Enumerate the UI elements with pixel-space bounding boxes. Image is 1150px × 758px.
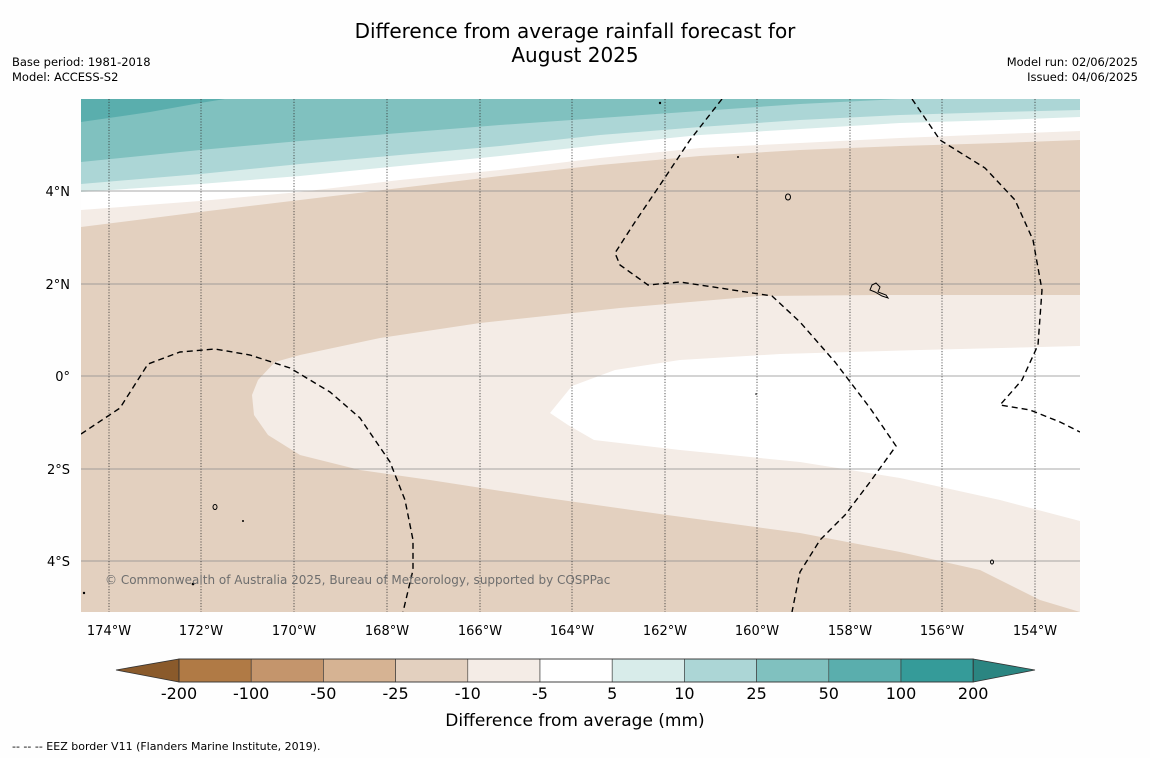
islands <box>212 193 994 565</box>
colorbar-high-arrow <box>972 658 1036 683</box>
anomaly-fill-near-zero <box>550 346 1080 521</box>
lat-label-2s: 2°S <box>47 463 70 478</box>
colorbar-segment <box>323 658 396 683</box>
lon-label-174w: 174°W <box>87 624 131 639</box>
eez-border-west <box>81 348 414 612</box>
rainfall-map: © Commonwealth of Australia 2025, Bureau… <box>46 99 1080 731</box>
copyright-text: © Commonwealth of Australia 2025, Bureau… <box>105 573 610 587</box>
colorbar-segment <box>611 658 685 683</box>
meta-left: Base period: 1981-2018 Model: ACCESS-S2 <box>12 55 151 85</box>
lon-label-158w: 158°W <box>828 624 872 639</box>
colorbar-tick: 50 <box>819 684 839 703</box>
base-period: Base period: 1981-2018 <box>12 55 151 69</box>
colorbar-tick: 10 <box>674 684 694 703</box>
longitude-labels: 174°W 172°W 170°W 168°W 166°W 164°W 162°… <box>87 624 1057 639</box>
model-run: Model run: 02/06/2025 <box>1006 55 1138 69</box>
map-title-line2: August 2025 <box>511 43 639 67</box>
colorbar-segment <box>178 658 252 683</box>
colorbar-low-arrow <box>115 658 180 683</box>
colorbar-segment <box>539 658 613 683</box>
colorbar-tick: 200 <box>958 684 989 703</box>
lon-label-164w: 164°W <box>550 624 594 639</box>
colorbar-tick: -100 <box>233 684 269 703</box>
anomaly-fill-north-50 <box>81 99 225 122</box>
colorbar-tick: -5 <box>532 684 548 703</box>
lon-label-160w: 160°W <box>735 624 779 639</box>
lat-label-4n: 4°N <box>46 185 71 200</box>
lon-label-166w: 166°W <box>458 624 502 639</box>
colorbar-tick: -50 <box>310 684 336 703</box>
colorbar-tick: -200 <box>161 684 197 703</box>
eez-border-east <box>911 99 1080 433</box>
island-small-east <box>990 559 994 565</box>
map-field: © Commonwealth of Australia 2025, Bureau… <box>81 99 1080 612</box>
colorbar-segment <box>467 658 541 683</box>
meta-right: Model run: 02/06/2025 Issued: 04/06/2025 <box>1007 55 1138 85</box>
colorbar-tick: 100 <box>886 684 917 703</box>
lon-label-156w: 156°W <box>920 624 964 639</box>
eez-border-central <box>614 99 897 612</box>
colorbar-segment <box>756 658 830 683</box>
eez-footnote: -- -- -- EEZ border V11 (Flanders Marine… <box>12 740 321 753</box>
colorbar-segment <box>900 658 974 683</box>
island-kiritimati <box>869 282 890 299</box>
lat-label-2n: 2°N <box>46 278 71 293</box>
colorbar-title: Difference from average (mm) <box>445 711 704 731</box>
colorbar-segment <box>828 658 902 683</box>
colorbar-tick: -25 <box>383 684 409 703</box>
lon-label-170w: 170°W <box>272 624 316 639</box>
island-small-west <box>212 504 218 510</box>
island-north <box>785 193 791 201</box>
anomaly-fill-north-25 <box>81 99 900 162</box>
island-dots <box>82 101 757 595</box>
eez-borders <box>81 99 1080 612</box>
lon-label-162w: 162°W <box>643 624 687 639</box>
colorbar-tick: 5 <box>607 684 617 703</box>
colorbar-segment <box>684 658 757 683</box>
latitude-labels: 4°N 2°N 0° 2°S 4°S <box>46 185 71 570</box>
map-title: Difference from average rainfall forecas… <box>0 19 1150 67</box>
model-name: Model: ACCESS-S2 <box>12 70 119 84</box>
issued-date: Issued: 04/06/2025 <box>1027 70 1138 84</box>
colorbar-tick-labels: -200 -100 -50 -25 -10 -5 5 10 25 50 100 … <box>161 684 989 703</box>
lon-label-168w: 168°W <box>365 624 409 639</box>
colorbar-tick: 25 <box>746 684 766 703</box>
colorbar: -200 -100 -50 -25 -10 -5 5 10 25 50 100 … <box>115 658 1036 731</box>
colorbar-tick: -10 <box>455 684 481 703</box>
colorbar-segment <box>395 658 469 683</box>
lon-label-172w: 172°W <box>179 624 223 639</box>
lat-label-equator: 0° <box>55 370 70 385</box>
lon-label-154w: 154°W <box>1013 624 1057 639</box>
lat-label-4s: 4°S <box>47 555 70 570</box>
map-title-line1: Difference from average rainfall forecas… <box>354 19 796 43</box>
colorbar-segment <box>250 658 324 683</box>
latitude-gridlines <box>81 190 1080 562</box>
